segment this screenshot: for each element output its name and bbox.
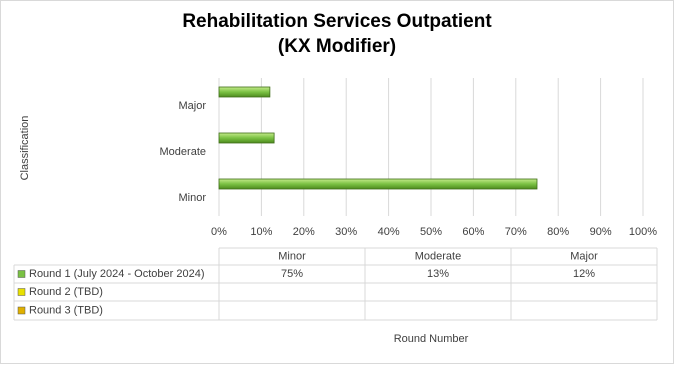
y-tick-label: Moderate bbox=[160, 146, 206, 158]
x-tick-label: 70% bbox=[505, 226, 527, 238]
y-axis-title: Classification bbox=[19, 116, 31, 181]
legend-label: Round 3 (TBD) bbox=[29, 304, 103, 316]
table-value: 75% bbox=[281, 268, 303, 280]
legend-label: Round 2 (TBD) bbox=[29, 286, 103, 298]
chart-title: (KX Modifier) bbox=[278, 36, 396, 57]
x-tick-label: 90% bbox=[590, 226, 612, 238]
table-header: Moderate bbox=[415, 250, 461, 262]
legend-label: Round 1 (July 2024 - October 2024) bbox=[29, 268, 205, 280]
x-tick-label: 40% bbox=[378, 226, 400, 238]
y-tick-label: Major bbox=[178, 100, 206, 112]
legend-swatch bbox=[17, 270, 26, 278]
bar bbox=[218, 132, 275, 144]
table-header: Minor bbox=[278, 250, 306, 262]
x-tick-label: 0% bbox=[211, 226, 227, 238]
legend-swatch bbox=[17, 288, 26, 296]
x-axis-title: Round Number bbox=[394, 333, 469, 345]
x-tick-label: 80% bbox=[547, 226, 569, 238]
table-value: 12% bbox=[573, 268, 595, 280]
bar bbox=[218, 178, 538, 190]
table-header: Major bbox=[570, 250, 598, 262]
table-value: 13% bbox=[427, 268, 449, 280]
y-tick-label: Minor bbox=[178, 192, 206, 204]
x-tick-label: 50% bbox=[420, 226, 442, 238]
chart-title: Rehabilitation Services Outpatient bbox=[182, 11, 492, 32]
bar bbox=[218, 86, 271, 98]
x-tick-label: 10% bbox=[250, 226, 272, 238]
x-tick-label: 20% bbox=[293, 226, 315, 238]
x-tick-label: 60% bbox=[462, 226, 484, 238]
legend-swatch bbox=[17, 306, 26, 315]
x-tick-label: 100% bbox=[629, 226, 657, 238]
x-tick-label: 30% bbox=[335, 226, 357, 238]
